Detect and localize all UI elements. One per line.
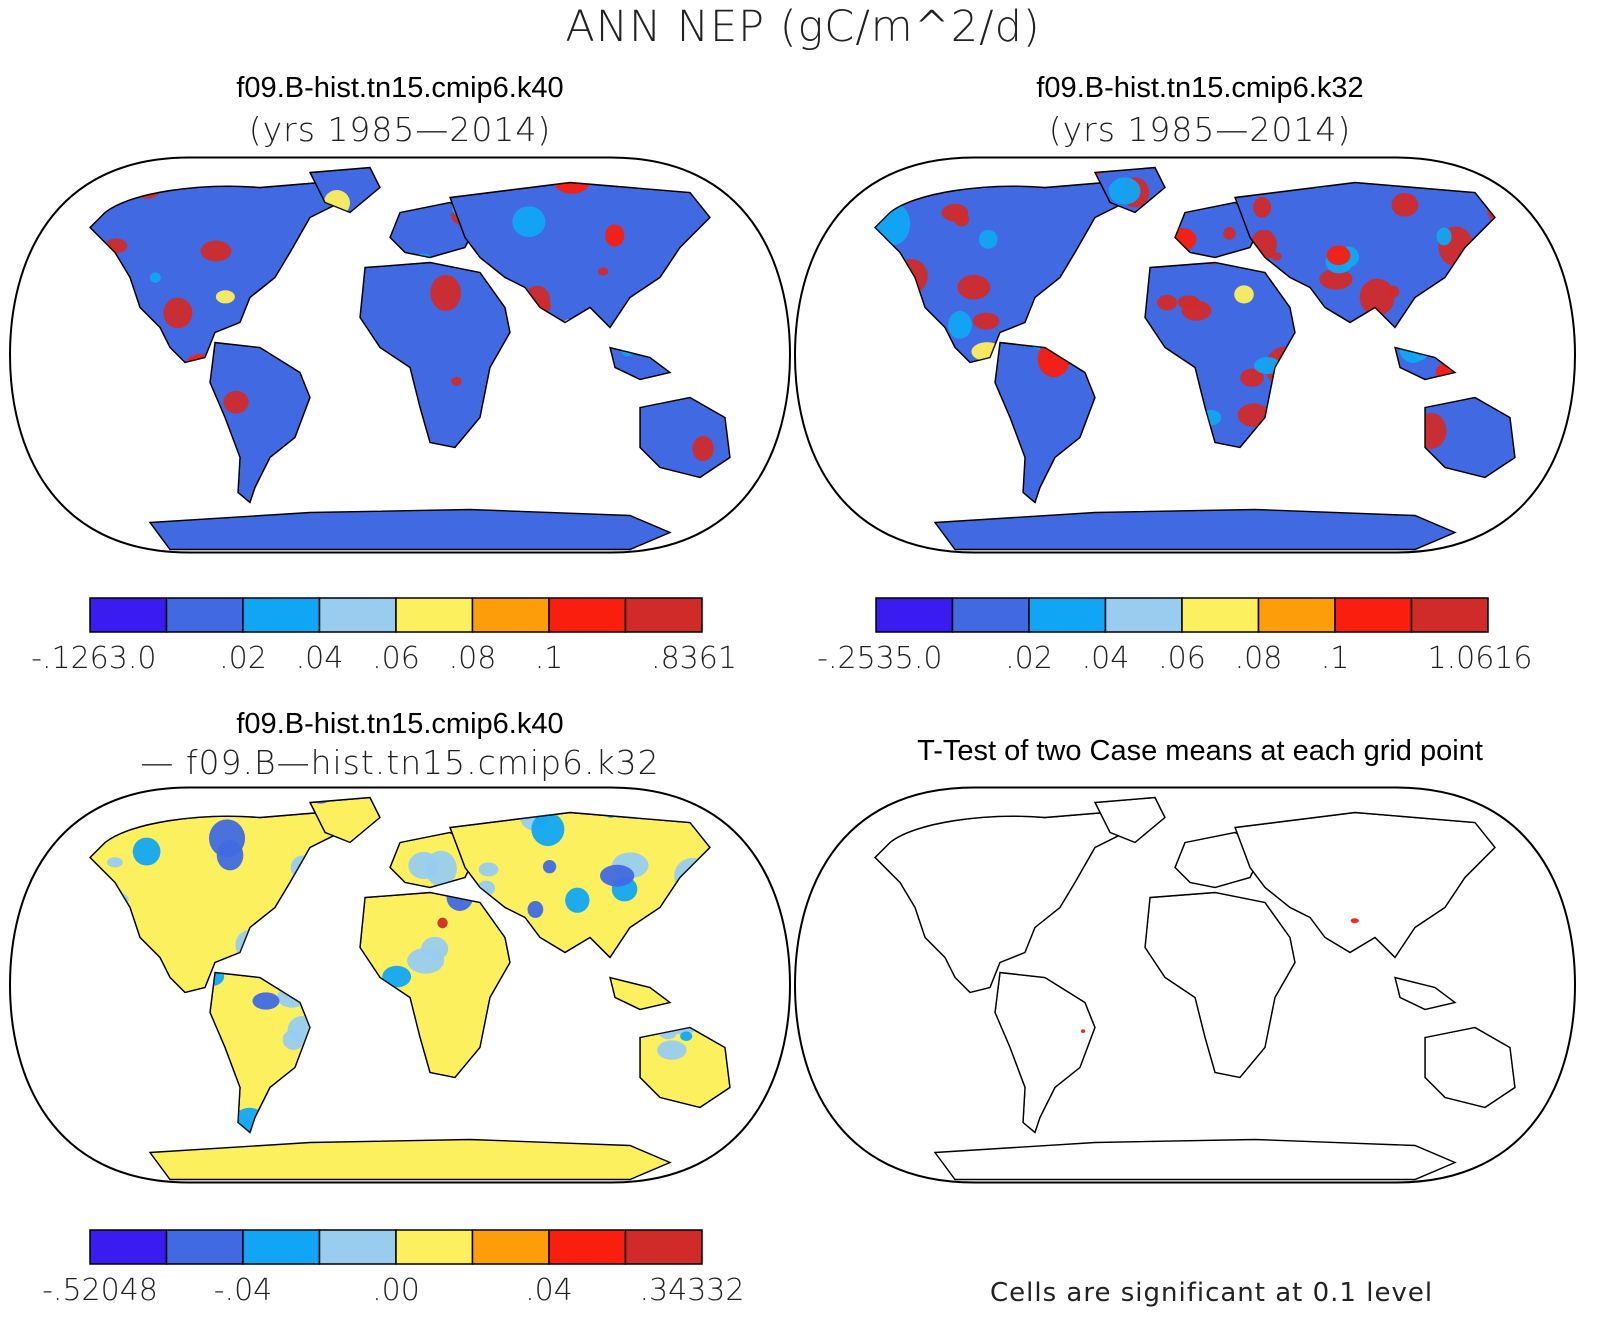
panel-case2-title: f09.B-hist.tn15.cmip6.k32 <box>1036 72 1364 104</box>
colorbar-tick-label: .04 <box>525 1273 573 1308</box>
colorbar-tick-label: .1 <box>535 641 564 676</box>
colorbar-swatch <box>242 597 321 633</box>
colorbar-tick-label: -.2535.0 <box>817 641 942 676</box>
colorbar-tick-label: .1 <box>1321 641 1350 676</box>
continent-antarctica <box>148 508 672 551</box>
colorbar-swatch <box>548 1229 627 1265</box>
colorbar-swatch <box>548 597 627 633</box>
colorbar-tick-label: 1.0616 <box>1428 641 1533 676</box>
colorbar-swatch <box>318 597 397 633</box>
map-panel-1 <box>793 156 1577 554</box>
colorbar-swatch <box>1410 597 1489 633</box>
ttest-note: Cells are significant at 0.1 level <box>990 1278 1434 1308</box>
colorbar-swatch <box>318 1229 397 1265</box>
colorbar-swatch <box>89 597 168 633</box>
colorbar-tick-label: .04 <box>296 641 344 676</box>
continent-antarctica <box>933 508 1457 551</box>
map-frame-3 <box>793 786 1577 1184</box>
panel-case1-subtitle: (yrs 1985—2014) <box>248 110 552 149</box>
colorbar-swatch <box>395 597 474 633</box>
colorbar-swatch <box>1181 597 1260 633</box>
colorbar-swatch <box>89 1229 168 1265</box>
panel-difference-title: f09.B-hist.tn15.cmip6.k40 <box>236 708 564 740</box>
continent-antarctica <box>933 1138 1457 1181</box>
colorbar-tick-label: .02 <box>219 641 267 676</box>
colorbar-tick-label: -.1263.0 <box>31 641 156 676</box>
colorbar-tick-label: .06 <box>1158 641 1206 676</box>
colorbar-difference: -.52048 -.04 .00 .04 .34332 <box>42 1229 745 1308</box>
map-panel-3 <box>793 786 1577 1184</box>
colorbar-tick-label: .34332 <box>640 1273 745 1308</box>
colorbar-swatch <box>242 1229 321 1265</box>
colorbar-swatch <box>395 1229 474 1265</box>
colorbar-tick-label: .00 <box>372 1273 420 1308</box>
colorbar-swatch <box>1257 597 1336 633</box>
map-panel-0 <box>8 156 792 554</box>
colorbar-tick-label: .06 <box>372 641 420 676</box>
colorbar-swatch <box>471 1229 550 1265</box>
colorbar-swatch <box>1104 597 1183 633</box>
panel-difference-subtitle: — f09.B—hist.tn15.cmip6.k32 <box>140 743 660 782</box>
map-frame-2 <box>8 786 792 1184</box>
colorbar-swatch <box>1028 597 1107 633</box>
colorbar-swatch <box>875 597 954 633</box>
colorbar-case2: -.2535.0 .02 .04 .06 .08 .1 1.0616 <box>817 597 1533 676</box>
map-panel-2 <box>8 786 792 1184</box>
map-frame-0 <box>8 156 792 554</box>
map-frame-1 <box>793 156 1577 554</box>
colorbar-swatch <box>624 1229 703 1265</box>
colorbar-tick-label: -.52048 <box>42 1273 158 1308</box>
figure-title: ANN NEP (gC/m^2/d) <box>565 2 1041 52</box>
colorbar-tick-label: -.04 <box>214 1273 273 1308</box>
colorbar-swatch <box>471 597 550 633</box>
colorbar-tick-label: .02 <box>1005 641 1053 676</box>
colorbar-tick-label: .8361 <box>651 641 737 676</box>
panel-case2-subtitle: (yrs 1985—2014) <box>1048 110 1352 149</box>
colorbar-tick-label: .04 <box>1082 641 1130 676</box>
colorbar-swatch <box>1334 597 1413 633</box>
colorbar-tick-label: .08 <box>1235 641 1283 676</box>
colorbar-swatch <box>165 1229 244 1265</box>
colorbar-tick-label: .08 <box>449 641 497 676</box>
continent-antarctica <box>148 1138 672 1181</box>
panel-ttest-title: T-Test of two Case means at each grid po… <box>917 735 1483 767</box>
colorbar-swatch <box>624 597 703 633</box>
panel-case1-title: f09.B-hist.tn15.cmip6.k40 <box>236 72 564 104</box>
colorbar-swatch <box>951 597 1030 633</box>
colorbar-swatch <box>165 597 244 633</box>
colorbar-case1: -.1263.0 .02 .04 .06 .08 .1 .8361 <box>31 597 737 676</box>
